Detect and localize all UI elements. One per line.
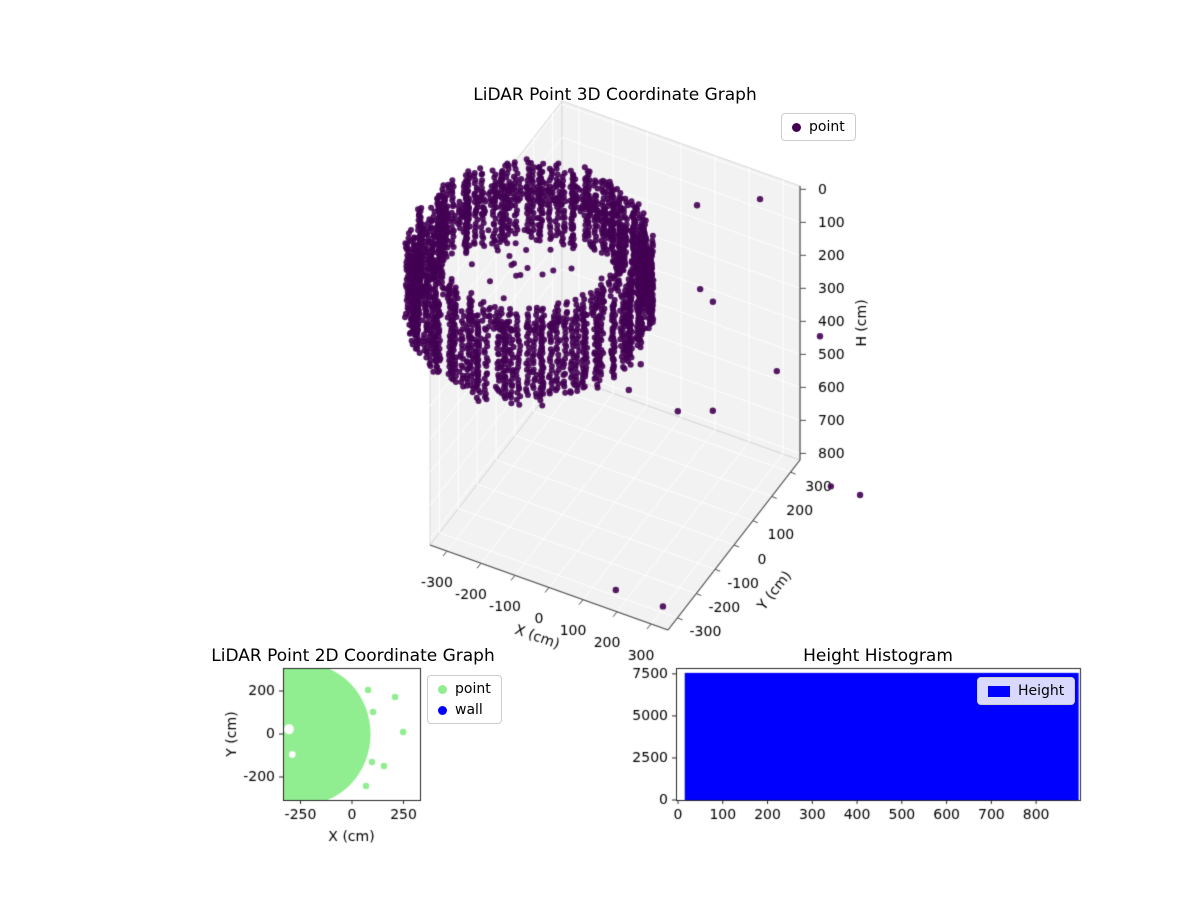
histogram-title: Height Histogram <box>803 646 953 666</box>
plot-3d-title: LiDAR Point 3D Coordinate Graph <box>473 85 757 105</box>
legend-3d-point-row: point <box>792 118 845 136</box>
legend-2d-point-label: point <box>455 681 491 697</box>
point-marker-icon <box>438 684 447 694</box>
legend-2d-point-row: point <box>438 680 491 698</box>
legend-2d-wall-label: wall <box>455 702 483 718</box>
legend-3d-point-label: point <box>809 119 845 135</box>
legend-3d: point <box>781 113 856 141</box>
legend-2d: point wall <box>427 675 502 724</box>
plot-2d-title: LiDAR Point 2D Coordinate Graph <box>211 646 495 666</box>
point-marker-icon <box>792 122 801 132</box>
legend-2d-wall-row: wall <box>438 701 491 719</box>
legend-histogram-row: Height <box>988 682 1064 700</box>
legend-histogram-label: Height <box>1018 683 1065 699</box>
height-swatch-icon <box>988 685 1010 697</box>
legend-histogram: Height <box>977 677 1076 705</box>
wall-marker-icon <box>438 705 447 715</box>
